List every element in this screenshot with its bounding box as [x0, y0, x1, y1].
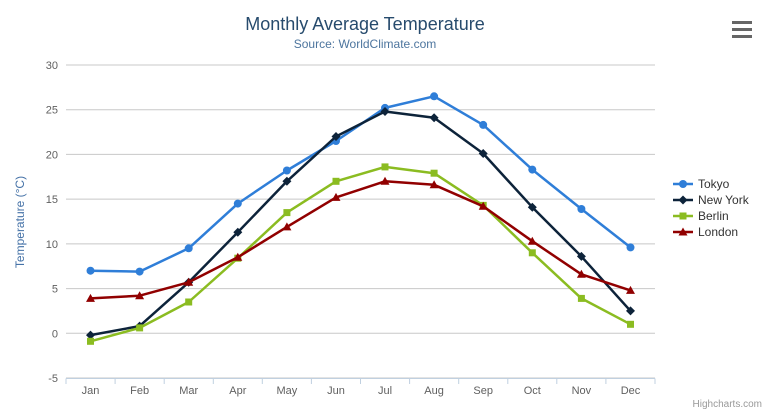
point-london-jan[interactable] [86, 293, 95, 302]
point-new-york-may[interactable] [282, 176, 292, 186]
point-tokyo-jan[interactable] [86, 266, 95, 275]
chart-title: Monthly Average Temperature [245, 14, 485, 34]
hamburger-menu-icon [732, 28, 752, 31]
chart-legend: Tokyo New York Berlin London [673, 176, 749, 240]
point-berlin-nov[interactable] [577, 294, 585, 302]
legend-item-new-york[interactable]: New York [673, 192, 749, 208]
point-new-york-jun[interactable] [331, 132, 341, 141]
point-berlin-feb[interactable] [136, 324, 144, 332]
point-london-sep[interactable] [478, 201, 488, 210]
x-axis-label: Sep [473, 385, 493, 397]
point-tokyo-feb[interactable] [135, 267, 144, 276]
point-london-nov[interactable] [576, 269, 586, 278]
series-line-berlin[interactable] [89, 165, 632, 343]
y-axis-label: 0 [52, 328, 58, 340]
legend-item-london[interactable]: London [673, 224, 749, 240]
point-london-jun[interactable] [331, 192, 341, 201]
point-tokyo-nov[interactable] [577, 205, 586, 213]
point-new-york-jan[interactable] [86, 330, 95, 340]
point-london-oct[interactable] [527, 236, 537, 245]
export-menu-button[interactable] [732, 20, 754, 39]
x-axis-label: Dec [621, 385, 641, 397]
point-new-york-jul[interactable] [380, 107, 390, 116]
point-tokyo-mar[interactable] [184, 244, 193, 253]
point-berlin-jul[interactable] [381, 163, 389, 171]
point-london-aug[interactable] [429, 180, 439, 189]
point-new-york-nov[interactable] [576, 251, 586, 261]
legend-label: New York [698, 193, 749, 207]
legend-marker-berlin [673, 212, 693, 220]
x-axis-label: Nov [572, 385, 592, 397]
series-line-new-york[interactable] [89, 110, 632, 337]
legend-symbol-london [678, 227, 688, 236]
legend-label: Tokyo [698, 177, 730, 191]
series-line-london[interactable] [89, 180, 632, 300]
point-new-york-dec[interactable] [626, 306, 635, 316]
legend-label: Berlin [698, 209, 729, 223]
point-london-jul[interactable] [380, 176, 390, 185]
y-axis-label: 20 [46, 149, 58, 161]
point-berlin-may[interactable] [283, 209, 291, 217]
legend-label: London [698, 225, 739, 239]
chart-subtitle: Source: WorldClimate.com [293, 37, 437, 51]
x-axis-label: Aug [424, 385, 444, 397]
point-london-apr[interactable] [233, 252, 243, 261]
point-tokyo-apr[interactable] [233, 199, 242, 208]
legend-symbol-new-york [678, 195, 688, 205]
point-tokyo-dec[interactable] [626, 243, 635, 252]
point-berlin-oct[interactable] [528, 249, 536, 257]
legend-item-berlin[interactable]: Berlin [673, 208, 749, 224]
series-line-tokyo[interactable] [89, 95, 632, 273]
x-axis-label: May [277, 385, 298, 397]
y-axis-label: 15 [46, 194, 58, 206]
x-axis-label: Jul [378, 385, 392, 397]
x-axis-label: Mar [179, 385, 198, 397]
y-axis-label: 25 [46, 105, 58, 117]
point-berlin-mar[interactable] [185, 298, 193, 306]
point-tokyo-sep[interactable] [479, 120, 488, 129]
y-axis-label: 5 [52, 284, 58, 296]
legend-marker-london [673, 227, 693, 236]
y-axis-title: Temperature (°C) [13, 176, 27, 268]
legend-item-tokyo[interactable]: Tokyo [673, 176, 749, 192]
point-tokyo-may[interactable] [282, 166, 291, 175]
point-berlin-jun[interactable] [332, 177, 340, 185]
legend-symbol-tokyo [679, 180, 687, 188]
point-new-york-oct[interactable] [527, 202, 537, 212]
point-new-york-sep[interactable] [478, 149, 488, 158]
point-berlin-jan[interactable] [87, 337, 94, 345]
point-berlin-dec[interactable] [627, 320, 634, 328]
point-tokyo-aug[interactable] [430, 92, 439, 101]
point-new-york-aug[interactable] [429, 113, 439, 123]
point-new-york-apr[interactable] [233, 227, 243, 237]
hamburger-menu-icon [732, 35, 752, 38]
y-axis-label: -5 [48, 373, 58, 385]
point-london-mar[interactable] [184, 277, 194, 286]
point-berlin-aug[interactable] [430, 169, 438, 177]
point-london-dec[interactable] [626, 285, 635, 294]
x-axis-label: Oct [524, 385, 541, 397]
x-axis-label: Jan [82, 385, 100, 397]
point-london-may[interactable] [282, 222, 292, 231]
legend-marker-tokyo [673, 180, 693, 188]
legend-marker-new-york [673, 195, 693, 205]
hamburger-menu-icon [732, 21, 752, 24]
x-axis-label: Feb [130, 385, 149, 397]
point-london-feb[interactable] [135, 291, 145, 300]
y-axis-label: 30 [46, 60, 58, 72]
highcharts-credits[interactable]: Highcharts.com [692, 399, 762, 410]
y-axis-label: 10 [46, 239, 58, 251]
x-axis-label: Jun [327, 385, 345, 397]
x-axis-label: Apr [229, 385, 246, 397]
legend-symbol-berlin [679, 212, 687, 220]
point-tokyo-oct[interactable] [528, 165, 537, 174]
